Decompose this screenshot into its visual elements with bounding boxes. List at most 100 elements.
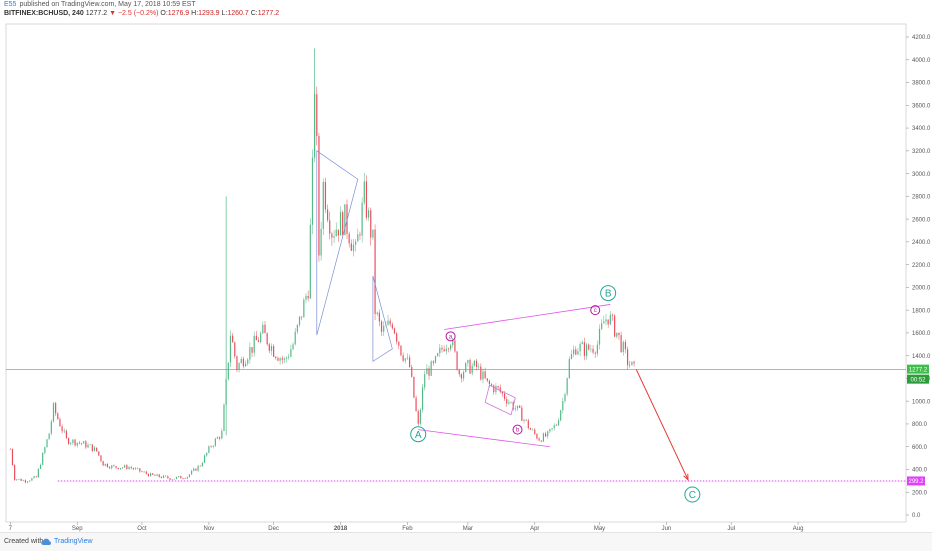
- author-link[interactable]: E55: [4, 1, 17, 8]
- countdown-badge: [907, 374, 929, 384]
- candle-body: [85, 441, 87, 448]
- candle-body: [288, 356, 290, 358]
- candle-body: [29, 480, 31, 482]
- y-tick-label: 2200.0: [912, 263, 931, 269]
- candle-body: [389, 320, 391, 325]
- candle-body: [437, 353, 439, 357]
- candle-body: [46, 439, 48, 448]
- x-tick-label: Jun: [662, 526, 672, 532]
- high-value: 1293.9: [198, 10, 220, 17]
- candle-body: [44, 447, 46, 453]
- candle-body: [456, 351, 458, 370]
- candle-body: [191, 470, 193, 475]
- x-tick-label: Oct: [137, 526, 147, 532]
- candle-body: [393, 328, 396, 334]
- candle-body: [98, 451, 100, 456]
- candle-body: [380, 321, 383, 332]
- candle-body: [137, 468, 139, 469]
- candle-body: [432, 361, 434, 363]
- candle-body: [421, 387, 424, 410]
- candle-body: [303, 299, 305, 318]
- candle-body: [130, 467, 132, 469]
- candle-body: [333, 236, 335, 238]
- candle-body: [22, 480, 24, 481]
- candle-body: [307, 295, 309, 299]
- candle-body: [290, 349, 292, 357]
- candle-body: [426, 368, 428, 375]
- y-tick-label: 2600.0: [912, 217, 931, 223]
- small-channel-top: [489, 384, 516, 399]
- channel-lower-line: [418, 429, 550, 448]
- candle-body: [510, 402, 512, 403]
- wave-label-c: c: [594, 308, 597, 314]
- candle-body: [430, 361, 432, 376]
- candle-body: [497, 386, 499, 388]
- candle-body: [182, 478, 184, 479]
- candle-body: [171, 479, 173, 481]
- candle-body: [186, 476, 188, 479]
- candle-body: [115, 466, 117, 468]
- candle-body: [184, 478, 186, 479]
- candle-body: [281, 358, 283, 360]
- x-tick-label: Sep: [72, 526, 83, 532]
- candle-body: [132, 468, 134, 470]
- candle-body: [488, 380, 491, 385]
- candle-body: [361, 202, 363, 236]
- candle-body: [391, 324, 393, 329]
- y-tick-label: 1400.0: [912, 354, 931, 360]
- candle-body: [519, 405, 521, 408]
- y-tick-label: 3200.0: [912, 149, 931, 155]
- symbol-label: BITFINEX:BCHUSD, 240: [4, 10, 84, 17]
- candle-body: [260, 333, 262, 342]
- candle-body: [141, 471, 143, 473]
- x-tick-label: Jul: [727, 526, 735, 532]
- candle-body: [52, 403, 55, 422]
- candle-body: [555, 425, 557, 426]
- candle-body: [273, 346, 275, 357]
- candle-body: [506, 399, 508, 404]
- candle-body: [495, 386, 497, 393]
- candle-body: [598, 328, 601, 345]
- candle-body: [126, 465, 128, 470]
- candle-body: [378, 312, 380, 322]
- candle-body: [562, 401, 564, 411]
- candle-body: [383, 326, 385, 332]
- x-tick-label: 7: [9, 526, 13, 532]
- candle-body: [309, 224, 311, 299]
- x-tick-label: Nov: [204, 526, 215, 532]
- candle-body: [486, 378, 488, 381]
- candle-body: [247, 359, 249, 364]
- candle-body: [268, 344, 270, 351]
- candle-body: [201, 462, 204, 467]
- candle-body: [275, 356, 277, 359]
- candle-body: [376, 312, 378, 314]
- candle-body: [499, 387, 501, 393]
- candle-body: [411, 367, 413, 377]
- candle-body: [629, 365, 631, 366]
- candle-body: [134, 468, 137, 470]
- candle-body: [67, 438, 70, 444]
- y-tick-label: 3600.0: [912, 103, 931, 109]
- candle-body: [100, 455, 102, 462]
- candle-body: [622, 342, 624, 353]
- price-chart[interactable]: 0.0200.0400.0600.0800.01000.01200.01400.…: [0, 0, 932, 532]
- x-tick-label: Apr: [530, 526, 539, 532]
- candle-body: [387, 320, 389, 325]
- candle-body: [523, 419, 525, 421]
- candle-body: [89, 444, 91, 446]
- candle-body: [611, 314, 614, 316]
- candle-body: [607, 319, 609, 325]
- candle-body: [61, 426, 63, 432]
- candle-body: [279, 358, 281, 361]
- candle-body: [249, 347, 251, 360]
- candle-body: [460, 374, 462, 379]
- tradingview-brand[interactable]: TradingView: [54, 538, 93, 545]
- wave-label-a: a: [449, 334, 453, 340]
- candle-body: [601, 323, 603, 329]
- y-tick-label: 1800.0: [912, 308, 931, 314]
- candle-body: [292, 344, 294, 350]
- candle-body: [236, 356, 238, 370]
- candle-body: [553, 425, 555, 429]
- candle-body: [104, 463, 106, 466]
- candle-body: [450, 345, 452, 350]
